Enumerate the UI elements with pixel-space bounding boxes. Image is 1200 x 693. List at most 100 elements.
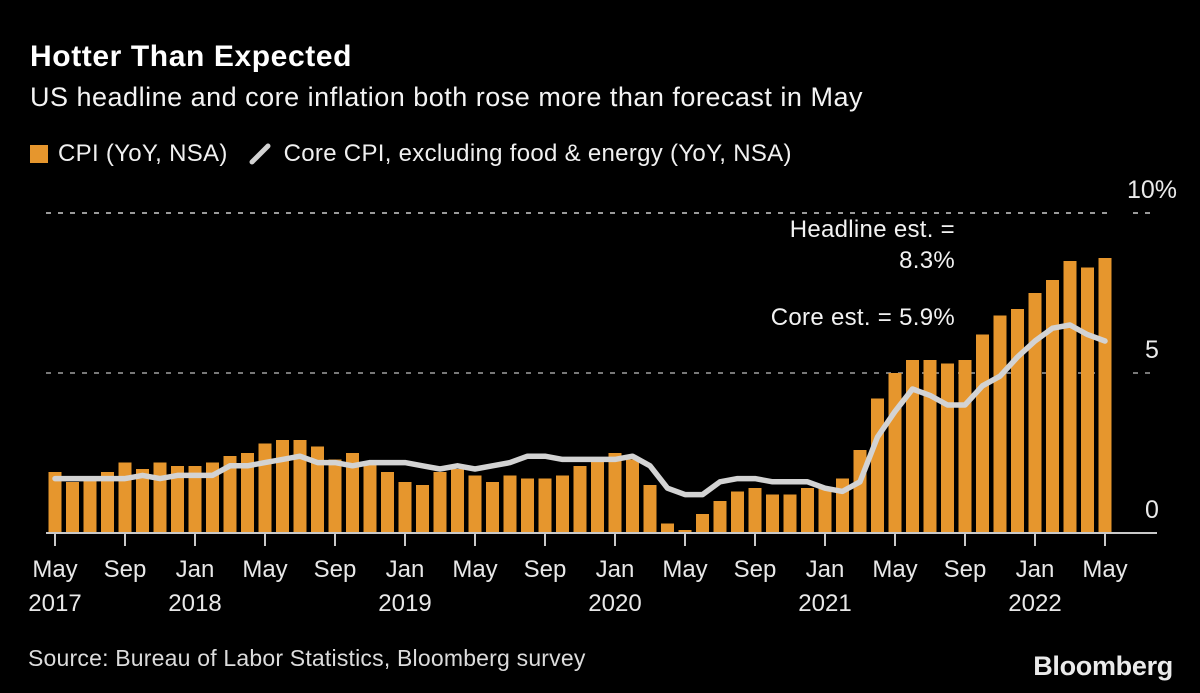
bar-Aug-2021 [941, 363, 954, 533]
bar-Apr-2022 [1081, 267, 1094, 533]
source-note: Source: Bureau of Labor Statistics, Bloo… [28, 645, 586, 671]
x-tick-label: May [662, 556, 707, 583]
bar-May-2017 [48, 472, 62, 533]
x-year-label: 2021 [798, 590, 851, 617]
bar-Sep-2021 [958, 360, 972, 533]
chart-subtitle: US headline and core inflation both rose… [30, 82, 863, 112]
bar-Jan-2019 [398, 481, 412, 533]
bar-Aug-2017 [101, 472, 114, 533]
bar-Jun-2018 [276, 440, 289, 533]
bar-Mar-2018 [223, 456, 237, 533]
bar-Sep-2017 [118, 462, 132, 533]
headline-estimate-line2: 8.3% [899, 247, 955, 274]
bar-Jun-2019 [486, 481, 499, 533]
bar-Apr-2019 [451, 469, 464, 533]
chart-title: Hotter Than Expected [30, 40, 353, 73]
x-year-label: 2020 [588, 590, 641, 617]
bar-Aug-2019 [521, 478, 534, 533]
bar-Feb-2022 [1046, 280, 1059, 533]
x-year-label: 2019 [378, 590, 431, 617]
x-tick-label: Sep [314, 556, 357, 583]
bar-Mar-2019 [433, 472, 447, 533]
x-tick-label: Jan [386, 556, 425, 583]
bar-May-2021 [888, 373, 902, 533]
legend: CPI (YoY, NSA) Core CPI, excluding food … [30, 140, 792, 168]
bar-Sep-2018 [328, 459, 342, 533]
bar-Nov-2017 [153, 462, 167, 533]
bar-May-2019 [468, 475, 482, 533]
bar-Dec-2018 [381, 472, 394, 533]
bar-Sep-2020 [748, 488, 762, 533]
x-tick-label: Sep [734, 556, 777, 583]
bar-Dec-2020 [801, 488, 814, 533]
bar-Feb-2020 [626, 459, 639, 533]
x-tick-label: Sep [104, 556, 147, 583]
y-tick-label-5: 5 [1145, 336, 1159, 364]
x-tick-label: Jan [1016, 556, 1055, 583]
bar-Mar-2021 [853, 449, 867, 533]
bar-Nov-2019 [573, 465, 587, 533]
bloomberg-logo: Bloomberg [1033, 651, 1173, 681]
bar-Nov-2020 [783, 494, 797, 533]
bar-Oct-2021 [976, 334, 989, 533]
bar-Nov-2018 [363, 462, 377, 533]
bar-Jan-2021 [818, 488, 832, 533]
x-year-label: 2022 [1008, 590, 1061, 617]
x-year-label: 2018 [168, 590, 221, 617]
bar-May-2020 [678, 529, 692, 533]
x-tick-label: Jan [806, 556, 845, 583]
x-tick-label: Sep [944, 556, 987, 583]
bar-Feb-2019 [416, 485, 429, 533]
x-tick-label: Jan [596, 556, 635, 583]
headline-estimate-line1: Headline est. = [789, 216, 955, 243]
bar-Oct-2020 [766, 494, 779, 533]
bar-Dec-2019 [591, 459, 604, 533]
bar-Jan-2020 [608, 453, 622, 533]
core-legend-label: Core CPI, excluding food & energy (YoY, … [283, 140, 792, 167]
headline-estimate-annotation: Headline est. = 8.3% [790, 214, 955, 276]
y-tick-label-0: 0 [1145, 496, 1159, 524]
bar-Jun-2020 [696, 513, 709, 533]
cpi-legend-label: CPI (YoY, NSA) [58, 140, 228, 167]
bar-Jul-2018 [293, 440, 307, 533]
bar-Jun-2017 [66, 481, 79, 533]
x-tick-label: May [32, 556, 77, 583]
bar-Feb-2018 [206, 462, 219, 533]
x-tick-label: May [872, 556, 917, 583]
bar-Aug-2020 [731, 491, 744, 533]
x-year-label: 2017 [28, 590, 81, 617]
x-tick-label: May [1082, 556, 1127, 583]
bar-Jul-2021 [923, 360, 937, 533]
bar-Oct-2018 [346, 453, 359, 533]
core-cpi-line [52, 322, 1108, 498]
x-tick-label: Jan [176, 556, 215, 583]
bar-Jun-2021 [906, 360, 919, 533]
bar-Dec-2021 [1011, 309, 1024, 533]
bar-Mar-2020 [643, 485, 657, 533]
x-tick-label: May [242, 556, 287, 583]
bar-Sep-2019 [538, 478, 552, 533]
bar-Apr-2020 [661, 523, 674, 533]
bar-Apr-2021 [871, 398, 884, 533]
bar-Jan-2018 [188, 465, 202, 533]
bar-Oct-2017 [136, 469, 149, 533]
core-line-legend-icon [249, 143, 271, 165]
x-tick-label: Sep [524, 556, 567, 583]
bar-Oct-2019 [556, 475, 569, 533]
bar-Jul-2017 [83, 478, 97, 533]
bar-Jul-2019 [503, 475, 517, 533]
bar-Nov-2021 [993, 315, 1007, 533]
core-estimate-annotation: Core est. = 5.9% [770, 304, 955, 331]
bar-Aug-2018 [311, 446, 324, 533]
bar-Jul-2020 [713, 501, 727, 533]
bar-May-2022 [1098, 257, 1112, 533]
bar-Mar-2022 [1063, 261, 1077, 533]
bar-Dec-2017 [171, 465, 184, 533]
bar-May-2018 [258, 443, 272, 533]
x-tick-label: May [452, 556, 497, 583]
bar-Jan-2022 [1028, 293, 1042, 533]
y-tick-label-10: 10% [1127, 176, 1177, 204]
bar-Apr-2018 [241, 453, 254, 533]
